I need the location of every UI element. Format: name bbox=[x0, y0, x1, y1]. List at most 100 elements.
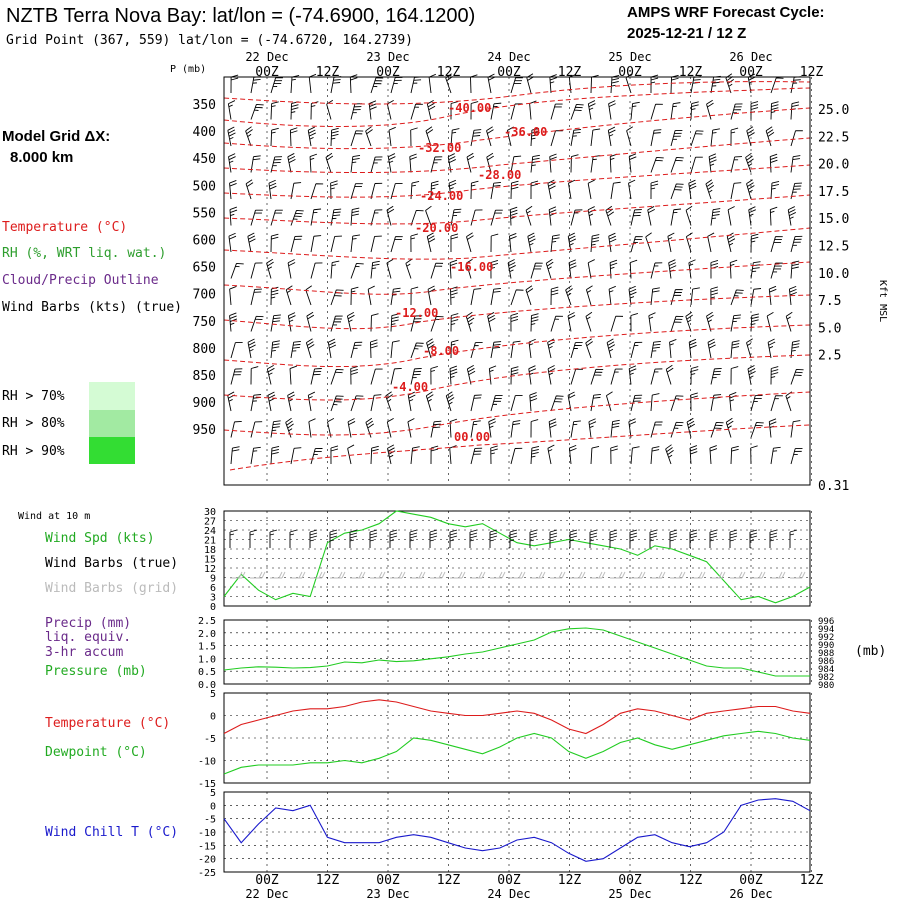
wind-barb bbox=[628, 179, 636, 200]
wind-barb bbox=[390, 236, 403, 253]
bottom-time-label: 12Z bbox=[316, 873, 340, 888]
wind-barb bbox=[629, 529, 638, 548]
wind-barb bbox=[630, 341, 643, 359]
y-tick-label: 5 bbox=[210, 788, 216, 799]
wind-barb bbox=[530, 313, 539, 332]
wind-barb bbox=[250, 315, 264, 332]
wind-barb bbox=[770, 262, 783, 279]
top-time-label: 12Z bbox=[800, 65, 824, 80]
top-date-label: 26 Dec bbox=[729, 50, 772, 64]
wind-barb bbox=[609, 529, 618, 548]
wind-barb bbox=[410, 127, 418, 147]
top-date-label: 22 Dec bbox=[245, 50, 288, 64]
wind-barb bbox=[368, 100, 377, 120]
wind-barb bbox=[370, 368, 383, 385]
wind-barb bbox=[650, 340, 661, 359]
wind-barb-grid bbox=[530, 571, 546, 579]
wind-barb bbox=[730, 289, 744, 306]
wind-barb bbox=[628, 153, 637, 173]
wind-barb bbox=[610, 368, 623, 385]
wind-barb bbox=[410, 367, 422, 385]
y-tick-label: -15 bbox=[198, 841, 216, 852]
wind-barb bbox=[410, 315, 423, 332]
wind-barb bbox=[770, 236, 783, 253]
wind-barb-grid bbox=[650, 571, 666, 579]
wind-barb bbox=[570, 368, 583, 385]
wind-barb bbox=[668, 259, 677, 279]
wind-barb bbox=[769, 529, 778, 548]
wind-barb bbox=[630, 209, 642, 226]
wind-barb bbox=[765, 126, 775, 147]
wind-barb bbox=[710, 367, 722, 385]
wind-barb bbox=[650, 287, 660, 306]
wind-barb bbox=[389, 529, 398, 548]
wind-barb bbox=[650, 368, 663, 385]
wind-barb bbox=[510, 77, 523, 94]
wind-speed-line bbox=[223, 510, 811, 604]
wind-barb bbox=[530, 154, 540, 173]
wind-barb bbox=[647, 206, 655, 226]
wind-barb bbox=[590, 74, 599, 94]
wind-barb bbox=[449, 529, 458, 548]
wind-barb bbox=[527, 232, 536, 253]
pressure-label: 950 bbox=[193, 423, 216, 438]
wind-barb bbox=[388, 126, 396, 147]
wind-barb bbox=[308, 418, 316, 438]
wind-barb bbox=[610, 181, 621, 200]
wind-barb bbox=[330, 180, 338, 200]
wind-barb-grid bbox=[590, 571, 606, 579]
wind-barb bbox=[250, 421, 263, 438]
wind-barb-grid bbox=[790, 571, 806, 579]
wind-barb bbox=[570, 342, 583, 359]
wind-barb bbox=[705, 179, 715, 200]
wind-barb bbox=[670, 208, 682, 226]
pressure-label: 600 bbox=[193, 234, 216, 249]
temperature-contour-label: -8.00 bbox=[423, 344, 459, 358]
y-tick-label-right: 980 bbox=[818, 681, 834, 691]
wind-barb bbox=[648, 312, 656, 332]
wind-barb bbox=[370, 339, 378, 359]
wind-barb bbox=[449, 365, 458, 385]
bottom-time-label: 12Z bbox=[558, 873, 582, 888]
wind-barb bbox=[565, 285, 573, 306]
y-tick-label: 12 bbox=[204, 564, 216, 575]
wind-barb bbox=[347, 418, 356, 438]
wind-barb bbox=[470, 129, 482, 147]
wind-barb bbox=[250, 394, 262, 412]
wind-barb bbox=[309, 529, 318, 548]
wind-barb bbox=[470, 420, 481, 438]
bottom-date-label: 25 Dec bbox=[608, 887, 651, 900]
wind-barb-grid bbox=[350, 571, 366, 579]
wind-barb bbox=[725, 417, 734, 438]
wind-barb bbox=[407, 418, 415, 438]
wind-barb bbox=[227, 391, 235, 412]
wind-chill-panel: 5 0 -5 -10 -15 -20 -25 bbox=[198, 788, 812, 879]
temperature-contour bbox=[223, 391, 811, 436]
wind-barb bbox=[585, 311, 593, 332]
wind-barb bbox=[568, 179, 576, 200]
wind-barb-grid bbox=[330, 571, 346, 579]
height-label: 22.5 bbox=[818, 130, 849, 145]
wind-barb bbox=[730, 182, 742, 200]
wind-barb bbox=[528, 365, 537, 385]
temperature-contour bbox=[223, 354, 811, 401]
wind-barb bbox=[585, 285, 593, 306]
wind-barb bbox=[310, 448, 323, 465]
wind-barb bbox=[529, 392, 538, 412]
wind-barb bbox=[750, 261, 761, 279]
wind-barb bbox=[769, 153, 778, 173]
wind-barb bbox=[230, 446, 240, 465]
wind-barb bbox=[788, 285, 797, 306]
wind-barb bbox=[549, 529, 558, 548]
pressure-unit-label: (mb) bbox=[855, 644, 886, 659]
wind-barb bbox=[387, 153, 396, 173]
pressure-line bbox=[223, 627, 810, 677]
legend-rh70: RH > 70% bbox=[2, 389, 65, 404]
top-date-label: 25 Dec bbox=[608, 50, 651, 64]
y-tick-label: 3 bbox=[210, 593, 216, 604]
wind-barb bbox=[769, 206, 778, 226]
wind-barb bbox=[245, 126, 253, 147]
wind-barb bbox=[727, 206, 735, 226]
wind-barb bbox=[709, 529, 718, 548]
wind-barb-grid bbox=[510, 571, 526, 579]
